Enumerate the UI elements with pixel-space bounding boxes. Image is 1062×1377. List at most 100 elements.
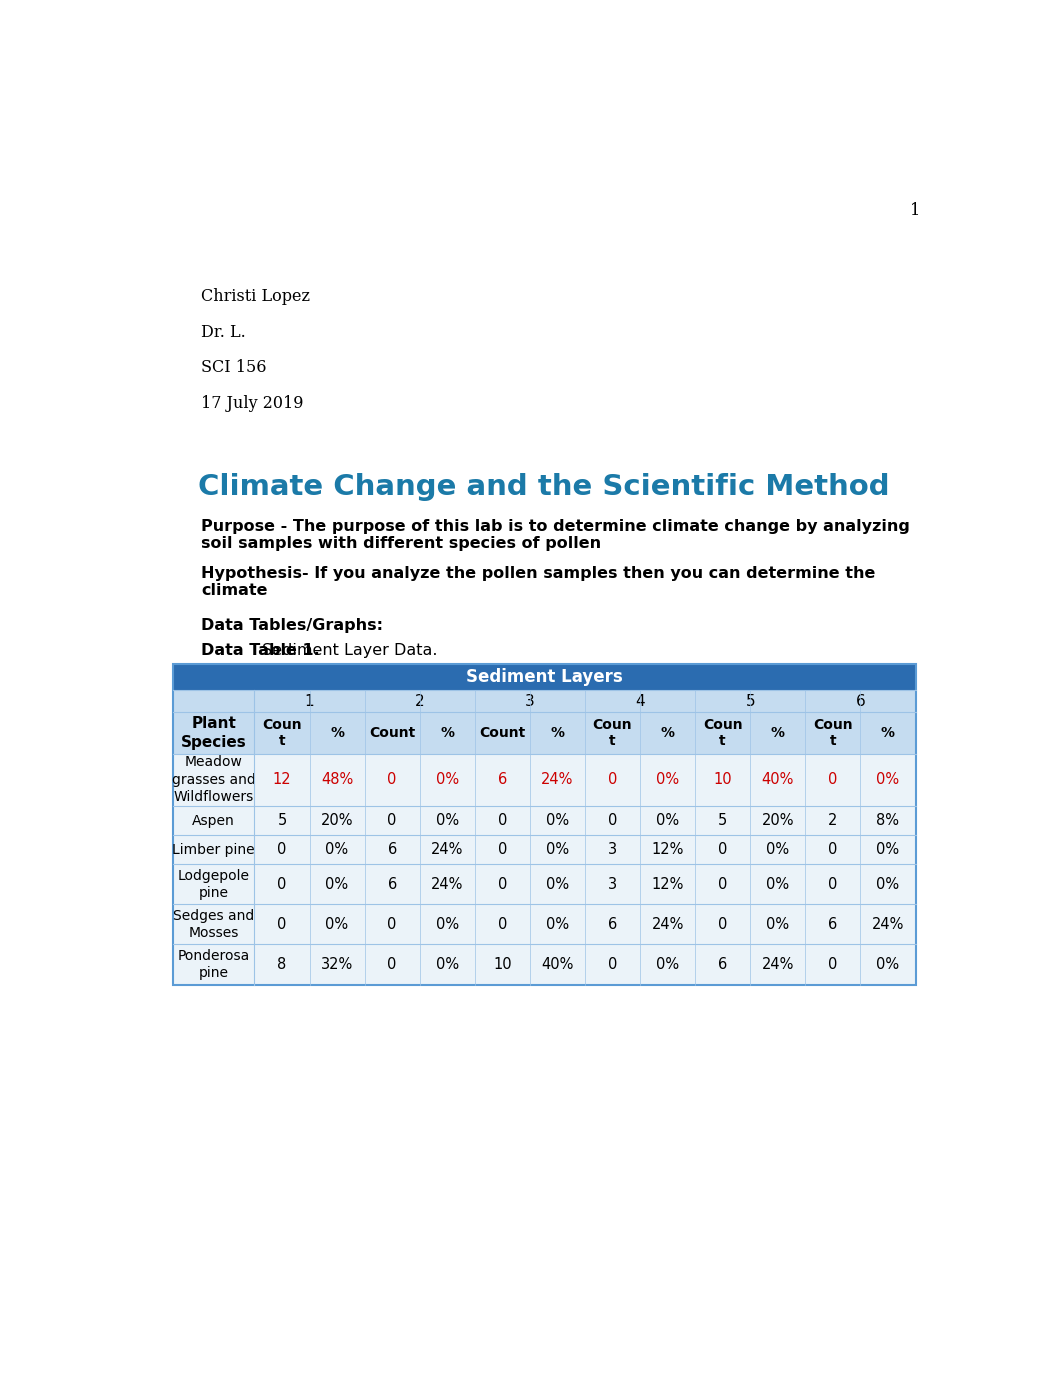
Text: 20%: 20%	[321, 812, 354, 828]
Bar	[173, 712, 915, 753]
Text: 3: 3	[607, 843, 617, 858]
Text: 0: 0	[277, 843, 287, 858]
Text: 0%: 0%	[435, 917, 459, 932]
Text: %: %	[881, 726, 895, 739]
Text: 0: 0	[277, 877, 287, 892]
Text: 1: 1	[910, 202, 921, 219]
Text: 4: 4	[635, 694, 645, 709]
Text: Sedges and
Mosses: Sedges and Mosses	[173, 909, 255, 940]
Text: 2: 2	[415, 694, 425, 709]
Text: 0: 0	[498, 917, 507, 932]
Text: 0%: 0%	[656, 957, 680, 972]
Text: 0%: 0%	[546, 917, 569, 932]
Text: 0: 0	[718, 877, 727, 892]
Text: 0%: 0%	[435, 957, 459, 972]
Text: 1: 1	[305, 694, 314, 709]
Text: 6: 6	[388, 843, 397, 858]
Text: 3: 3	[607, 877, 617, 892]
Bar	[173, 865, 915, 905]
Text: Limber pine: Limber pine	[172, 843, 255, 856]
Text: Coun
t: Coun t	[703, 717, 742, 748]
Text: Aspen: Aspen	[192, 814, 235, 828]
Text: 0: 0	[277, 917, 287, 932]
Text: Sediment Layer Data.: Sediment Layer Data.	[257, 643, 438, 658]
Text: Ponderosa
pine: Ponderosa pine	[177, 949, 250, 980]
Text: 12: 12	[273, 772, 291, 788]
Text: Coun
t: Coun t	[813, 717, 853, 748]
Text: 24%: 24%	[431, 877, 463, 892]
Text: 0%: 0%	[766, 917, 789, 932]
Text: 6: 6	[718, 957, 727, 972]
Bar	[173, 834, 915, 865]
Text: 0%: 0%	[876, 843, 900, 858]
Text: Hypothesis- If you analyze the pollen samples then you can determine the: Hypothesis- If you analyze the pollen sa…	[201, 566, 875, 581]
Text: 0%: 0%	[656, 812, 680, 828]
Text: %: %	[441, 726, 455, 739]
Text: 5: 5	[746, 694, 755, 709]
Text: 0: 0	[828, 877, 838, 892]
Text: 0: 0	[718, 917, 727, 932]
Text: 32%: 32%	[321, 957, 354, 972]
Text: 24%: 24%	[431, 843, 463, 858]
Text: 20%: 20%	[761, 812, 794, 828]
Text: Meadow
grasses and
Wildflowers: Meadow grasses and Wildflowers	[172, 756, 256, 804]
Bar	[173, 690, 915, 712]
Text: 0%: 0%	[325, 877, 348, 892]
Text: 6: 6	[828, 917, 838, 932]
Text: 48%: 48%	[321, 772, 354, 788]
Text: Data Tables/Graphs:: Data Tables/Graphs:	[201, 618, 383, 633]
Text: 8: 8	[277, 957, 287, 972]
Text: 0%: 0%	[766, 843, 789, 858]
Text: 0: 0	[388, 917, 397, 932]
Text: 5: 5	[277, 812, 287, 828]
Text: 24%: 24%	[542, 772, 573, 788]
Text: 10: 10	[493, 957, 512, 972]
Text: 24%: 24%	[872, 917, 904, 932]
Text: %: %	[550, 726, 564, 739]
Text: 0%: 0%	[435, 812, 459, 828]
Bar	[173, 664, 915, 690]
Text: 0%: 0%	[325, 917, 348, 932]
Text: 0: 0	[388, 957, 397, 972]
Bar	[173, 806, 915, 834]
Text: 40%: 40%	[542, 957, 573, 972]
Text: 0%: 0%	[546, 812, 569, 828]
Text: 3: 3	[525, 694, 535, 709]
Text: SCI 156: SCI 156	[201, 359, 267, 376]
Text: Coun
t: Coun t	[593, 717, 632, 748]
Text: 0: 0	[828, 957, 838, 972]
Text: 0: 0	[607, 957, 617, 972]
Text: 8%: 8%	[876, 812, 900, 828]
Text: 0: 0	[498, 843, 507, 858]
Text: Count: Count	[369, 726, 415, 739]
Text: Dr. L.: Dr. L.	[201, 324, 245, 341]
Text: 12%: 12%	[651, 877, 684, 892]
Text: 5: 5	[718, 812, 727, 828]
Text: 0: 0	[828, 772, 838, 788]
Text: 0%: 0%	[546, 877, 569, 892]
Text: 0%: 0%	[766, 877, 789, 892]
Text: 0: 0	[388, 772, 397, 788]
Text: 17 July 2019: 17 July 2019	[201, 395, 304, 412]
Text: 2: 2	[828, 812, 838, 828]
Text: 10: 10	[714, 772, 732, 788]
Text: soil samples with different species of pollen: soil samples with different species of p…	[201, 537, 601, 551]
Text: Plant
Species: Plant Species	[181, 716, 246, 749]
Text: 24%: 24%	[651, 917, 684, 932]
Text: 0: 0	[498, 812, 507, 828]
Text: 6: 6	[856, 694, 866, 709]
Text: %: %	[330, 726, 344, 739]
Text: 0: 0	[388, 812, 397, 828]
Text: Lodgepole
pine: Lodgepole pine	[177, 869, 250, 901]
Text: 0%: 0%	[876, 957, 900, 972]
Text: Count: Count	[479, 726, 526, 739]
Text: Climate Change and the Scientific Method: Climate Change and the Scientific Method	[199, 474, 890, 501]
Text: 0%: 0%	[656, 772, 680, 788]
Text: Data Table 1.: Data Table 1.	[201, 643, 320, 658]
Text: 6: 6	[388, 877, 397, 892]
Text: 0: 0	[498, 877, 507, 892]
Text: 0: 0	[607, 772, 617, 788]
Text: 24%: 24%	[761, 957, 794, 972]
Text: Christi Lopez: Christi Lopez	[201, 288, 310, 306]
Text: Sediment Layers: Sediment Layers	[466, 668, 622, 686]
